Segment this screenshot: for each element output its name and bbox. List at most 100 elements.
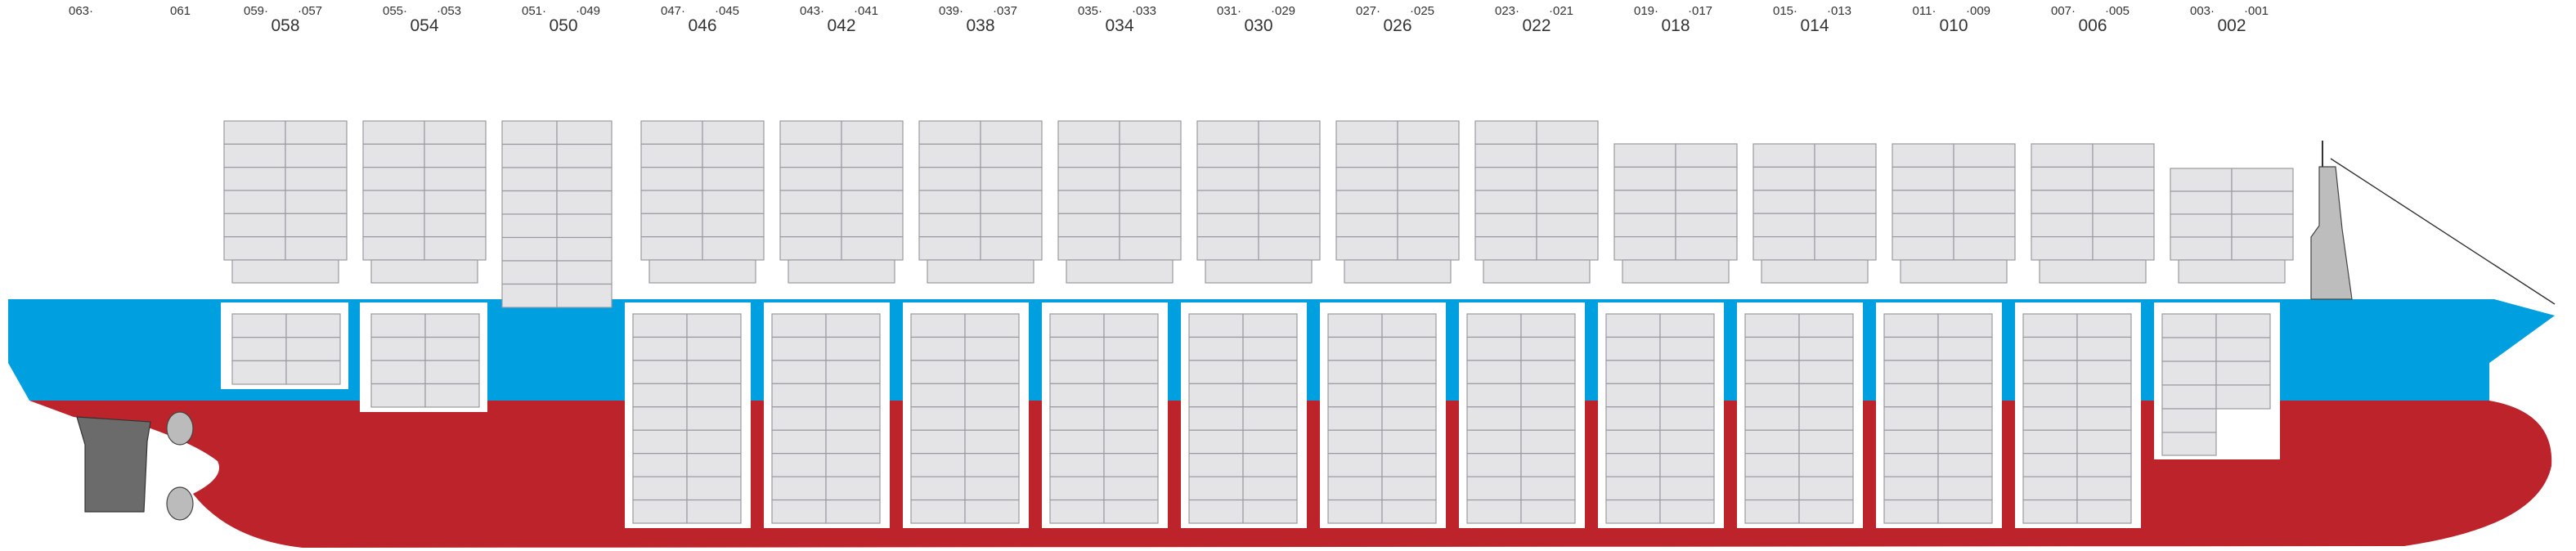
bay-number: 047· xyxy=(661,4,685,18)
bay-number: 023· xyxy=(1495,4,1519,18)
bay-number: 015· xyxy=(1773,4,1797,18)
container xyxy=(1613,166,1676,191)
container xyxy=(980,213,1043,238)
container xyxy=(501,283,558,308)
rudder xyxy=(76,416,151,513)
container xyxy=(1119,120,1182,145)
container xyxy=(1397,143,1460,168)
container xyxy=(1188,429,1244,455)
container xyxy=(1892,166,1954,191)
container xyxy=(1744,336,1800,361)
container xyxy=(1119,213,1182,238)
container xyxy=(501,213,558,239)
bay-number: ·005 xyxy=(2105,4,2129,18)
container xyxy=(2076,476,2132,501)
lashing-base xyxy=(927,259,1034,284)
container xyxy=(2076,499,2132,524)
container xyxy=(424,236,487,261)
container xyxy=(964,383,1020,408)
container xyxy=(1327,336,1383,361)
container xyxy=(2161,384,2217,410)
container xyxy=(1196,120,1259,145)
container xyxy=(1883,476,1939,501)
container xyxy=(1659,336,1715,361)
container xyxy=(1188,453,1244,477)
container xyxy=(2170,190,2233,215)
container xyxy=(424,167,487,191)
bay-number: ·001 xyxy=(2244,4,2269,18)
container xyxy=(910,383,966,408)
container xyxy=(1892,190,1954,214)
container xyxy=(779,236,842,261)
container xyxy=(424,313,480,338)
container xyxy=(1119,236,1182,261)
container xyxy=(1327,476,1383,501)
container xyxy=(1798,429,1854,455)
container xyxy=(1883,406,1939,431)
bay-number: ·033 xyxy=(1132,4,1156,18)
bay-number: 061 xyxy=(170,4,191,18)
container xyxy=(1744,453,1800,477)
container xyxy=(1744,406,1800,431)
container xyxy=(632,499,688,524)
container xyxy=(1892,213,1954,238)
propeller xyxy=(166,486,194,521)
lashing-base xyxy=(648,259,756,284)
container xyxy=(1752,166,1815,191)
container xyxy=(1613,190,1676,214)
container xyxy=(1798,453,1854,477)
propeller xyxy=(166,411,194,446)
container xyxy=(1335,190,1398,214)
container xyxy=(825,313,881,338)
container xyxy=(632,383,688,408)
container xyxy=(1258,120,1321,145)
container xyxy=(2022,383,2078,408)
container xyxy=(702,120,765,145)
container xyxy=(556,213,613,239)
container xyxy=(771,476,827,501)
container xyxy=(980,143,1043,168)
container xyxy=(686,336,742,361)
container xyxy=(285,167,348,191)
container xyxy=(1381,406,1437,431)
container xyxy=(686,453,742,477)
container xyxy=(1381,453,1437,477)
container xyxy=(1937,406,1993,431)
container xyxy=(640,213,703,238)
container xyxy=(1474,190,1537,214)
container xyxy=(1659,360,1715,384)
container xyxy=(1381,360,1437,384)
container xyxy=(1798,476,1854,501)
container xyxy=(841,190,904,214)
container xyxy=(2022,313,2078,338)
container xyxy=(1744,429,1800,455)
container xyxy=(1474,120,1537,145)
container xyxy=(1659,313,1715,338)
bay-label: 042 xyxy=(827,16,855,35)
container xyxy=(501,143,558,168)
container xyxy=(980,190,1043,214)
container xyxy=(1103,453,1159,477)
container xyxy=(2076,429,2132,455)
container xyxy=(1659,476,1715,501)
container xyxy=(686,313,742,338)
container xyxy=(1103,360,1159,384)
container xyxy=(370,313,426,338)
container xyxy=(1536,143,1599,168)
container xyxy=(1466,429,1522,455)
container xyxy=(640,236,703,261)
container xyxy=(2161,313,2217,338)
container xyxy=(1953,213,2016,238)
container xyxy=(632,476,688,501)
container xyxy=(1335,236,1398,261)
container xyxy=(964,499,1020,524)
container xyxy=(702,190,765,214)
container xyxy=(424,383,480,408)
container xyxy=(1520,476,1576,501)
container xyxy=(702,143,765,168)
lashing-base xyxy=(231,259,339,284)
container xyxy=(501,260,558,285)
container xyxy=(1327,360,1383,384)
container xyxy=(1675,143,1738,168)
container xyxy=(1752,143,1815,168)
